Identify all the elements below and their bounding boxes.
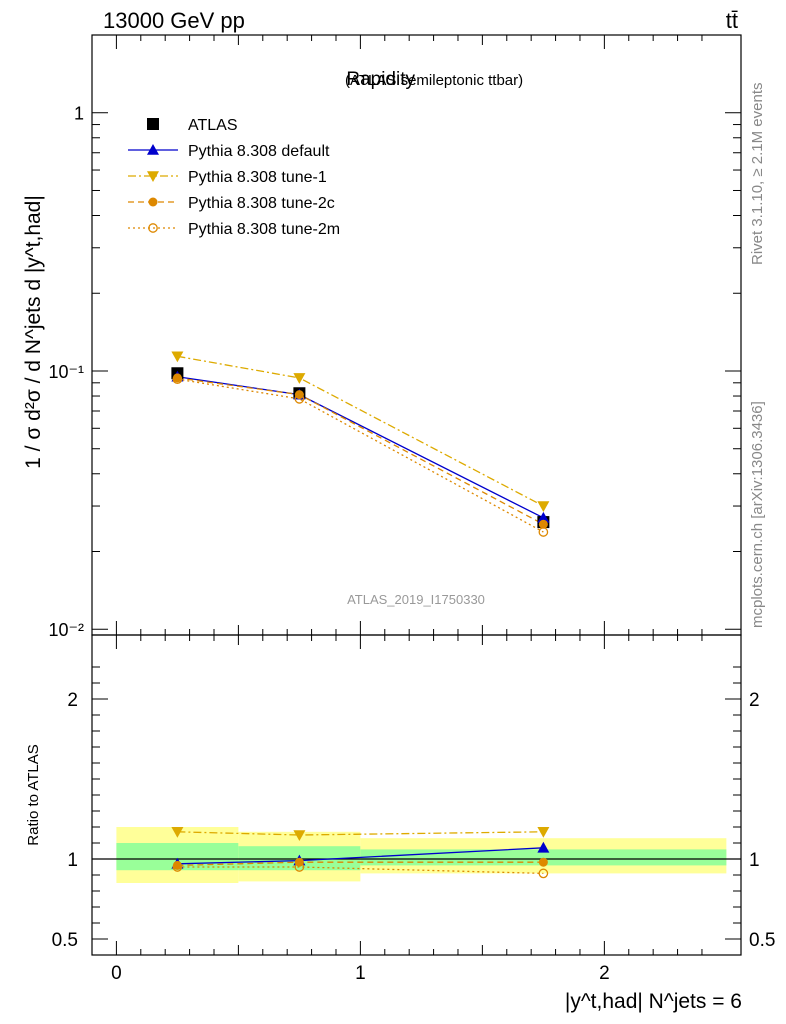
ratio-pythia-8-308-tune-1-point	[537, 827, 550, 838]
ratio-pythia-8-308-tune-2m-point	[538, 868, 549, 879]
legend-pythia-8-308-default-label: Pythia 8.308 default	[188, 143, 330, 160]
main-y-tick-label: 1	[74, 104, 84, 124]
main-series-lines	[177, 355, 544, 533]
legend-pythia-8-308-tune-2m-marker	[148, 223, 158, 233]
legend-pythia-8-308-tune-2c-marker	[148, 197, 158, 207]
ratio-pythia-8-308-tune-2m-line	[177, 866, 544, 875]
ratio-uncertainty-bands	[92, 827, 741, 883]
ratio-pythia-8-308-tune-1-point	[293, 830, 306, 841]
ratio-y-tick-label-left: 2	[67, 690, 78, 711]
main-pythia-8-308-default-line	[177, 376, 544, 519]
legend-pythia-8-308-tune-2m-label: Pythia 8.308 tune-2m	[188, 221, 340, 238]
x-axis-label: |y^t,had| N^jets = 6	[565, 990, 742, 1013]
main-pythia-8-308-default-point	[537, 511, 550, 523]
main-pythia-8-308-tune-1-point	[293, 373, 306, 384]
ratio-axes: 2 2 1 1 0.5 0.5 0 1 2	[52, 634, 775, 984]
ratio-plot-panel: 2 2 1 1 0.5 0.5 0 1 2 Ratio to ATLAS |y^t,had| N…	[25, 634, 775, 1013]
analysis-watermark: ATLAS_2019_I1750330	[347, 592, 485, 607]
main-y-tick-label: 10⁻²	[48, 620, 84, 640]
rivet-label: Rivet 3.1.10, ≥ 2.1M events	[749, 83, 766, 266]
main-plot-panel: 1 10⁻¹ 10⁻² Rapidity (ATLAS semileptonic t…	[22, 34, 742, 640]
main-pythia-8-308-tune-1-point	[171, 351, 184, 363]
main-pythia-8-308-tune-2m-point	[172, 374, 183, 384]
ratio-pythia-8-308-tune-2m-point	[172, 862, 183, 872]
main-pythia-8-308-tune-2m-point	[294, 394, 305, 404]
ratio-y-tick-label-right: 0.5	[749, 930, 775, 951]
main-y-axis-label: 1 / σ d²σ / d N^jets d |y^t,had|	[22, 195, 45, 469]
ratio-pythia-8-308-default-point	[537, 841, 550, 853]
legend-atlas-marker	[147, 118, 159, 130]
ratio-y-tick-label-left: 0.5	[52, 930, 78, 951]
mcplots-label: mcplots.cern.ch [arXiv:1306.3436]	[749, 401, 766, 628]
main-pythia-8-308-tune-2m-point	[538, 527, 549, 537]
energy-label: 13000 GeV pp	[103, 8, 245, 33]
main-pythia-8-308-tune-2c-line	[177, 377, 544, 525]
ratio-pythia-8-308-tune-1-point	[171, 827, 184, 838]
ratio-pythia-8-308-tune-1-line	[177, 831, 544, 836]
main-pythia-8-308-tune-2m-line	[177, 378, 544, 533]
main-pythia-8-308-tune-1-point	[537, 501, 550, 513]
x-tick-label: 1	[355, 963, 366, 984]
legend-atlas-label: ATLAS	[188, 117, 238, 134]
ratio-y-tick-label-right: 2	[749, 690, 760, 711]
chart-subtitle: (ATLAS semileptonic ttbar)	[345, 72, 523, 89]
main-axes: 1 10⁻¹ 10⁻²	[48, 34, 742, 640]
main-pythia-8-308-tune-2c-point	[538, 519, 548, 529]
chart-title: Rapidity	[346, 69, 415, 90]
process-label: tt̄	[726, 8, 738, 33]
ratio-frame	[91, 634, 742, 956]
legend-pythia-8-308-tune-2c-label: Pythia 8.308 tune-2c	[188, 195, 335, 212]
ratio-series-markers	[171, 827, 550, 879]
legend-pythia-8-308-default-marker	[147, 144, 159, 155]
legend-pythia-8-308-tune-1-label: Pythia 8.308 tune-1	[188, 169, 327, 186]
ratio-pythia-8-308-tune-2c-point	[538, 857, 548, 867]
main-series-markers	[171, 351, 550, 537]
main-pythia-8-308-tune-1-line	[177, 355, 544, 507]
legend-pythia-8-308-tune-1-marker	[147, 171, 159, 182]
ratio-pythia-8-308-tune-2m-point	[294, 862, 305, 872]
legend: ATLAS Pythia 8.308 default Pythia 8.308 tu…	[128, 117, 340, 238]
ratio-y-tick-label-left: 1	[67, 850, 78, 871]
stat-uncertainty-band	[360, 849, 727, 866]
ratio-y-axis-label: Ratio to ATLAS	[25, 744, 42, 845]
x-tick-label: 0	[111, 963, 122, 984]
ratio-y-tick-label-right: 1	[749, 850, 760, 871]
x-tick-label: 2	[599, 963, 610, 984]
main-y-tick-label: 10⁻¹	[48, 362, 84, 382]
